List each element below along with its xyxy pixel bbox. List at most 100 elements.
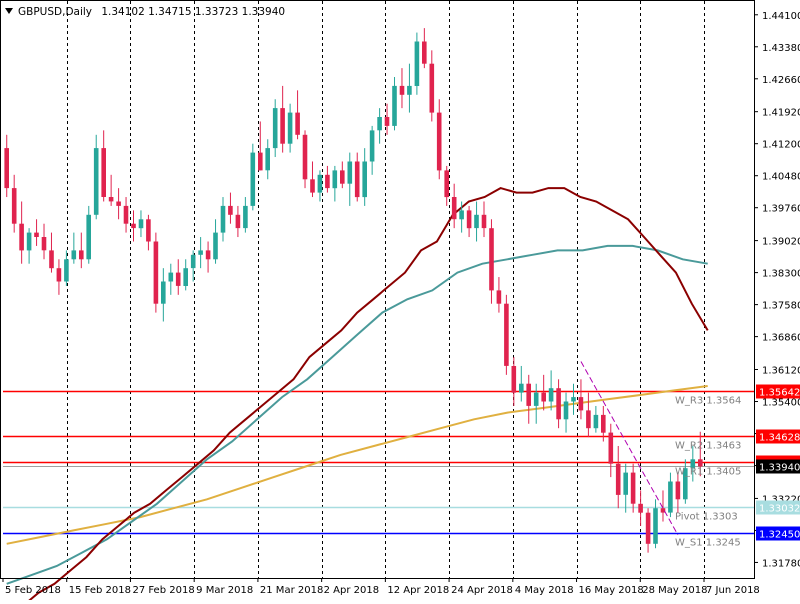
candle-bull [690, 459, 696, 469]
header-triangle-icon [5, 8, 13, 14]
candle-bull [183, 268, 188, 286]
level-label: W_R2 1.3463 [675, 441, 741, 452]
y-tick-label: 1.41200 [762, 140, 800, 151]
candle-bear [205, 250, 211, 260]
candle-bull [362, 161, 367, 198]
candle-bull [220, 205, 226, 233]
x-tick-label: 9 Mar 2018 [196, 585, 253, 596]
candle-bull [265, 148, 270, 171]
y-tick-label: 1.41920 [762, 108, 800, 119]
candle-bear [56, 268, 62, 282]
candle-bear [101, 148, 106, 197]
y-tick-label: 1.39020 [762, 237, 800, 248]
moving-average-teal [6, 244, 708, 585]
current-price-tag [756, 459, 800, 474]
candle-bear [436, 112, 442, 171]
candle-bull [571, 397, 576, 402]
plot-frame [0, 0, 755, 579]
candle-bear [422, 41, 427, 64]
candle-bear [11, 188, 17, 224]
candle-bear [153, 241, 159, 304]
x-tick-label: 15 Feb 2018 [69, 585, 131, 596]
candle-bear [34, 232, 39, 237]
candle-bull [168, 272, 174, 282]
candle-bear [116, 201, 121, 206]
candle-bear [489, 228, 494, 291]
x-tick-label: 16 May 2018 [579, 585, 644, 596]
y-tick-label: 1.42660 [762, 75, 800, 86]
candle-bear [399, 85, 405, 95]
x-tick-label: 5 Feb 2018 [5, 585, 61, 596]
candle-bear [295, 112, 300, 135]
level-price-tag-label: 1.33032 [759, 504, 800, 515]
candle-bear [19, 223, 24, 251]
candle-bear [108, 197, 114, 202]
x-tick-label: 21 Mar 2018 [260, 585, 323, 596]
candle-bull [533, 392, 539, 406]
candle-bear [675, 481, 681, 500]
candle-bear [615, 463, 621, 495]
candle-bull [332, 170, 338, 189]
candle-bull [161, 281, 166, 304]
y-tick-label: 1.44100 [762, 11, 800, 22]
candle-bull [190, 254, 196, 269]
level-label: W_S1 1.3245 [675, 538, 741, 549]
x-tick-label: 12 Apr 2018 [387, 585, 449, 596]
level-price-tag [756, 384, 800, 399]
level-label: Pivot 1.3303 [675, 512, 738, 523]
trendline [580, 361, 679, 536]
candle-bull [93, 148, 99, 215]
candle-bear [4, 148, 9, 189]
symbol-label: GBPUSD,Daily [18, 6, 92, 18]
candle-bear [698, 459, 703, 467]
x-tick-label: 7 Jun 2018 [706, 585, 760, 596]
candle-bear [325, 174, 330, 189]
candle-bull [198, 250, 203, 255]
candle-bear [586, 410, 591, 429]
level-price-tag-label: 1.32450 [759, 530, 800, 541]
candle-bull [317, 174, 323, 193]
candle-bear [228, 205, 233, 215]
y-tick-label: 1.39760 [762, 204, 800, 215]
candle-bear [79, 250, 84, 260]
candle-bear [146, 219, 151, 242]
candle-bear [302, 134, 308, 180]
candle-bear [354, 161, 360, 198]
candle-bull [459, 210, 464, 220]
current-price-tag-label: 1.33940 [759, 463, 800, 474]
candle-bear [131, 223, 136, 229]
candle-bear [258, 152, 263, 171]
candle-bear [41, 237, 47, 251]
chart-header: GBPUSD,Daily 1.34102 1.34715 1.33723 1.3… [18, 6, 285, 18]
candle-bull [407, 85, 412, 95]
candle-bear [340, 170, 345, 184]
candle-bear [638, 503, 643, 513]
candle-bull [26, 232, 32, 251]
candle-bear [578, 397, 584, 411]
y-tick-label: 1.40480 [762, 172, 800, 183]
candle-bear [556, 388, 561, 420]
level-price-tag-label: 1.34628 [759, 433, 800, 444]
level-price-tag [756, 500, 800, 515]
x-tick-label: 28 May 2018 [642, 585, 707, 596]
candle-bear [608, 432, 614, 464]
candle-bear [481, 214, 487, 229]
candle-bull [272, 108, 278, 149]
candle-bear [601, 414, 606, 433]
candle-bull [653, 508, 658, 544]
candle-bull [377, 117, 382, 131]
candle-bear [496, 290, 502, 304]
candle-bull [593, 414, 599, 429]
x-tick-label: 4 May 2018 [515, 585, 574, 596]
candle-bull [668, 481, 673, 513]
candle-bear [511, 366, 517, 393]
candle-bull [392, 85, 397, 126]
candle-bear [123, 205, 129, 224]
candle-bear [630, 472, 636, 504]
candle-bear [526, 383, 531, 406]
y-tick-label: 1.38300 [762, 269, 800, 280]
candle-bull [683, 468, 688, 500]
candle-bull [519, 383, 524, 393]
candle-bear [310, 179, 315, 193]
